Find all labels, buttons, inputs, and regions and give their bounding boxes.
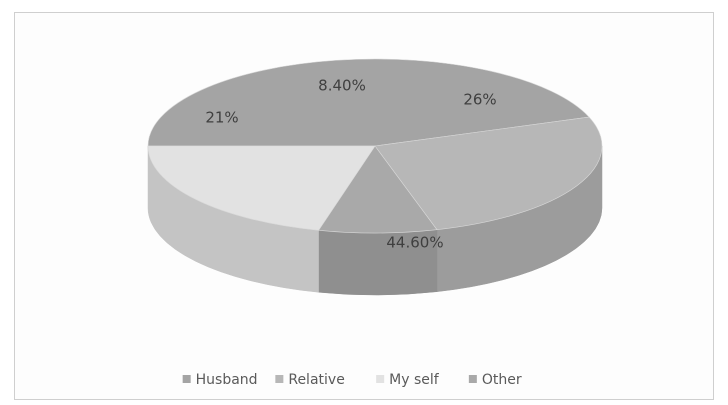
legend-label-other: Other [482,372,522,388]
pie-labels: 44.60% 26% 8.40% 21% [205,77,496,252]
legend-label-relative: Relative [288,372,344,388]
pie-sides [147,145,603,296]
legend-swatch-husband [182,375,191,383]
pie-slice-my-self [147,145,376,231]
legend-swatch-other [468,375,477,383]
legend-swatch-my-self [376,375,385,383]
legend-label-my-self: My self [389,372,440,388]
pie-slice-relative [374,116,603,231]
legend: Husband Relative My self Other [182,372,522,388]
legend-swatch-relative [275,375,284,383]
legend-label-husband: Husband [196,372,258,388]
pie-tops [147,58,603,234]
data-label-husband: 44.60% [386,234,443,252]
data-label-relative: 26% [463,91,496,109]
data-label-my-self: 21% [205,109,238,127]
data-label-other: 8.40% [318,77,366,95]
pie-slice-husband [147,58,590,147]
pie-slice-other [318,145,438,234]
